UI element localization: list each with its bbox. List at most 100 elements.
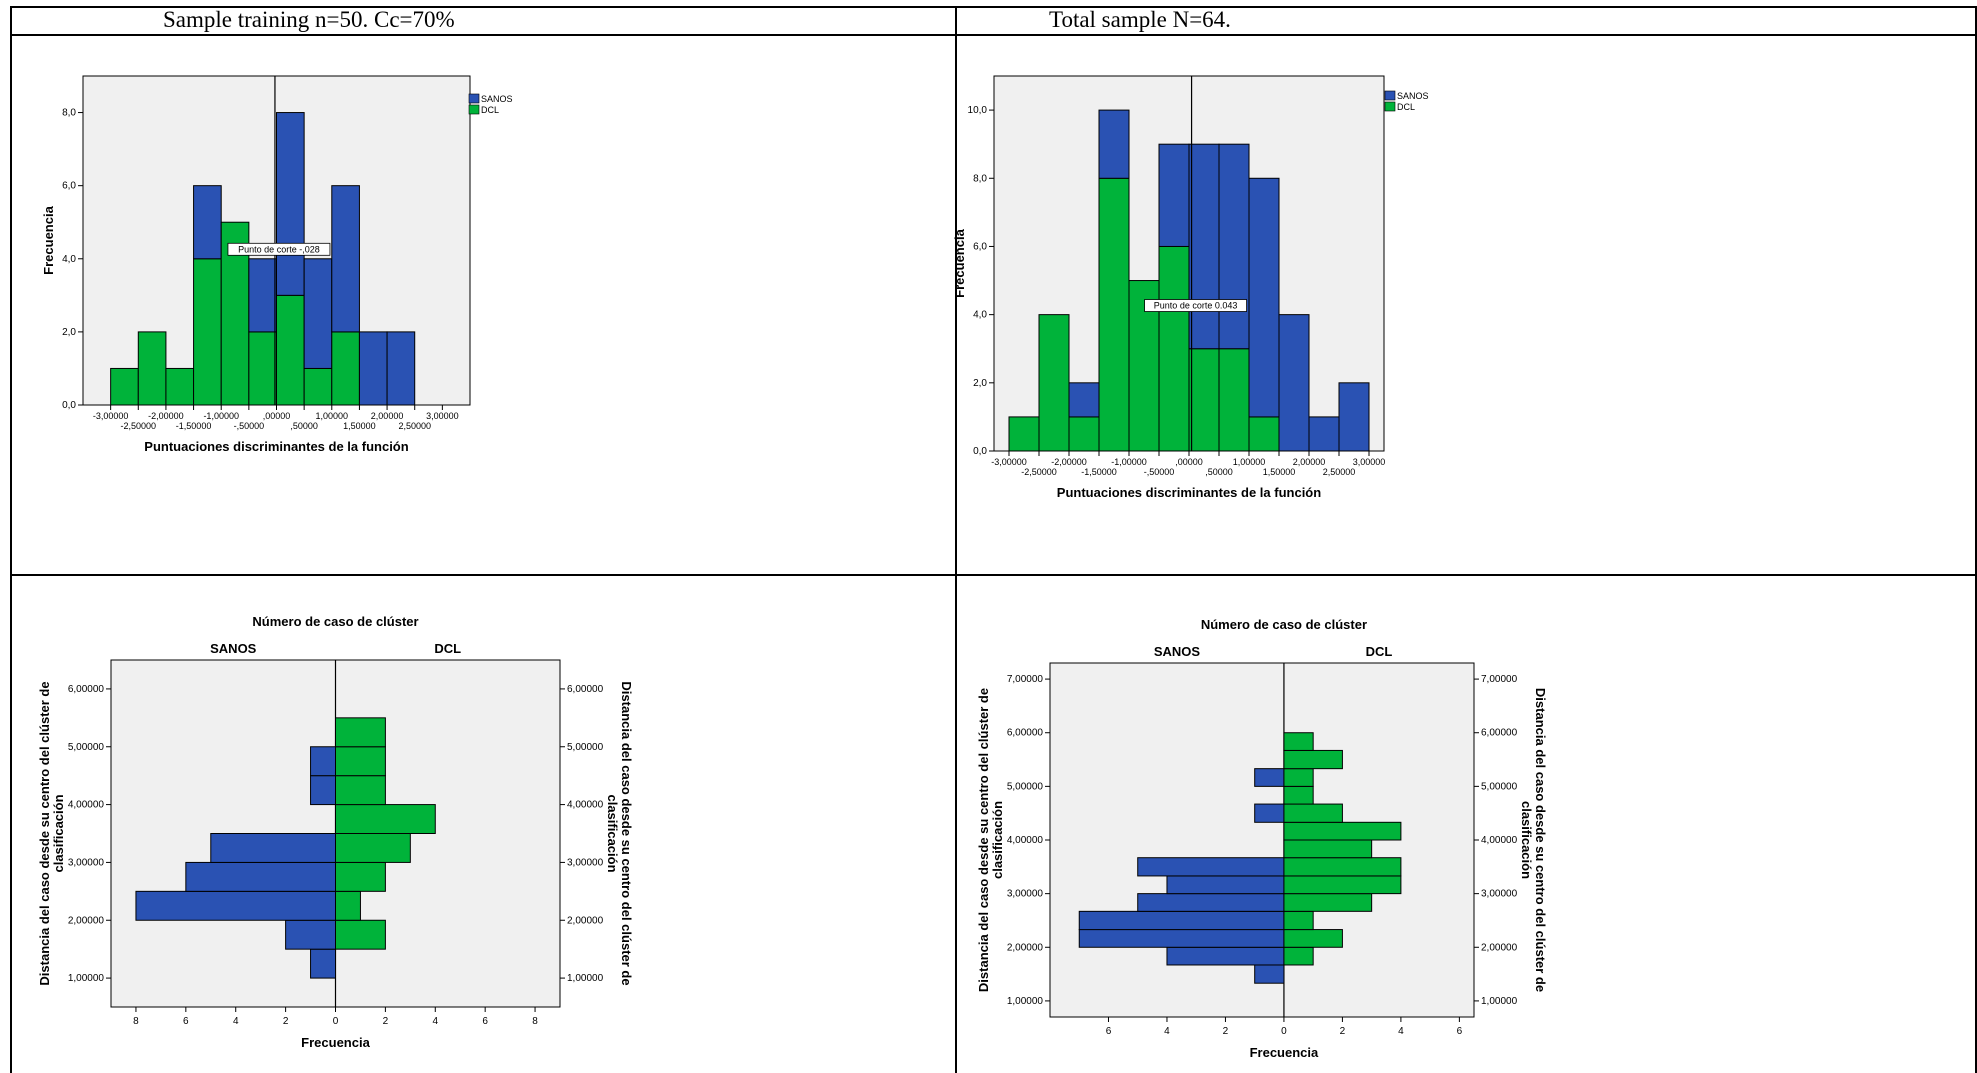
x-tick-label: -1,00000 [1111,457,1147,467]
y-tick-label-left: 3,00000 [1007,889,1044,900]
x-tick-label: 2,50000 [398,421,431,431]
bar-dcl [1008,416,1040,452]
legend-swatch-sanos [468,93,480,104]
x-tick-label: -1,00000 [203,411,239,421]
group-label-left: SANOS [1154,644,1201,659]
bar-dcl [165,367,195,406]
y-tick-label-right: 2,00000 [1481,942,1518,953]
bar-dcl [110,367,139,406]
bar-dcl [1283,946,1314,966]
y-axis-label-left: Distancia del caso desde su centro del c… [976,688,1005,992]
x-tick-label: ,00000 [263,411,291,421]
bar-dcl [1283,910,1314,931]
bar-dcl [335,861,386,892]
bar-dcl [137,331,167,406]
legend-label-dcl: DCL [481,105,499,115]
x-tick-label: ,00000 [1175,457,1203,467]
bar-dcl [1283,803,1343,823]
bar-dcl [1098,177,1130,452]
bar-sanos [1308,416,1340,452]
bar-sanos [358,331,388,406]
y-axis-label-left-line: clasificación [990,801,1005,879]
bar-dcl [1283,732,1314,751]
legend-label-sanos: SANOS [1397,91,1429,101]
bar-dcl [1283,929,1343,948]
y-tick-label-right: 3,00000 [567,857,604,868]
histogram-chart-0: 0,0 2,0 4,0 6,0 8,0 -3,00000 -2,00000 -1,00000,… [41,75,513,454]
x-tick-label: -3,00000 [93,411,129,421]
x-tick-label: -1,50000 [176,421,212,431]
group-label-right: DCL [434,641,461,656]
x-tick-label: 6 [183,1016,189,1027]
y-tick-label-left: 4,00000 [68,800,105,811]
y-axis-label-right-line: Distancia del caso desde su centro del c… [619,681,634,985]
y-tick-label-right: 1,00000 [567,973,604,984]
bar-sanos [386,331,416,406]
bar-dcl [331,331,360,406]
y-tick-label: 6,0 [973,241,987,252]
y-tick-label: 0,0 [973,446,987,457]
bar-dcl [1188,348,1220,452]
chart-title: Número de caso de clúster [1201,617,1367,632]
bar-sanos [276,112,305,296]
y-tick-label-right: 4,00000 [1481,835,1518,846]
cutoff-label-box [227,242,331,256]
y-axis-label: Frecuencia [41,205,56,274]
y-tick-label-left: 6,00000 [1007,728,1044,739]
legend-label-sanos: SANOS [481,94,513,104]
legend-swatch-dcl [468,104,480,115]
bar-dcl [1158,245,1190,452]
x-tick-label: -2,00000 [148,411,184,421]
x-tick-label: -,50000 [234,421,265,431]
bar-sanos [1166,946,1285,966]
bar-dcl [335,746,386,777]
bar-sanos [303,258,333,369]
y-axis-label-right-line: Distancia del caso desde su centro del c… [1533,688,1548,992]
histogram-chart-1: 0,0 2,0 4,0 6,0 8,0 10,0 -3,00000 -2,00000 -1,00… [952,75,1429,500]
bar-dcl [1283,839,1373,859]
cutoff-label-box [1144,299,1247,312]
bar-dcl [335,804,436,834]
table-header-border [10,34,1977,36]
y-tick-label-left: 1,00000 [68,973,105,984]
x-tick-label: -2,50000 [121,421,157,431]
bar-sanos [1278,314,1310,452]
y-tick-label-left: 7,00000 [1007,674,1044,685]
group-label-left: SANOS [210,641,257,656]
y-axis-label-left-line: Distancia del caso desde su centro del c… [976,688,991,992]
y-tick-label: 8,0 [973,173,987,184]
y-axis-label-left: Distancia del caso desde su centro del c… [37,681,66,985]
y-axis-label-right: Distancia del caso desde su centro del c… [1519,688,1548,992]
bar-dcl [335,717,386,748]
table-top-border [10,6,1977,8]
bar-sanos [1078,910,1285,931]
bar-dcl [1283,768,1314,787]
x-tick-label: 4 [1164,1026,1170,1037]
y-tick-label-right: 2,00000 [567,915,604,926]
y-tick-label: 6,0 [62,181,76,192]
x-tick-label: 2,50000 [1323,467,1356,477]
x-tick-label: 2 [1340,1026,1346,1037]
y-tick-label-right: 5,00000 [567,742,604,753]
bar-sanos [1098,109,1130,179]
bar-sanos [1248,177,1280,418]
bar-dcl [1283,749,1343,770]
bar-dcl [248,331,278,406]
x-tick-label: 6 [482,1016,488,1027]
x-axis-label: Puntuaciones discriminantes de la funció… [144,439,408,454]
y-tick-label-right: 1,00000 [1481,996,1518,1007]
bar-sanos [285,919,337,950]
bar-sanos [1188,143,1220,350]
bar-sanos [1158,143,1190,247]
x-tick-label: 2,00000 [371,411,404,421]
cutoff-label: Punto de corte -,028 [238,244,320,254]
bar-dcl [335,833,411,863]
y-tick-label-left: 6,00000 [68,684,105,695]
y-tick-label-right: 5,00000 [1481,781,1518,792]
y-tick-label-left: 1,00000 [1007,996,1044,1007]
table-mid-border [955,6,957,1073]
y-tick-label-right: 3,00000 [1481,889,1518,900]
y-tick-label-left: 4,00000 [1007,835,1044,846]
bar-sanos [248,258,278,333]
y-tick-label: 8,0 [62,108,76,119]
